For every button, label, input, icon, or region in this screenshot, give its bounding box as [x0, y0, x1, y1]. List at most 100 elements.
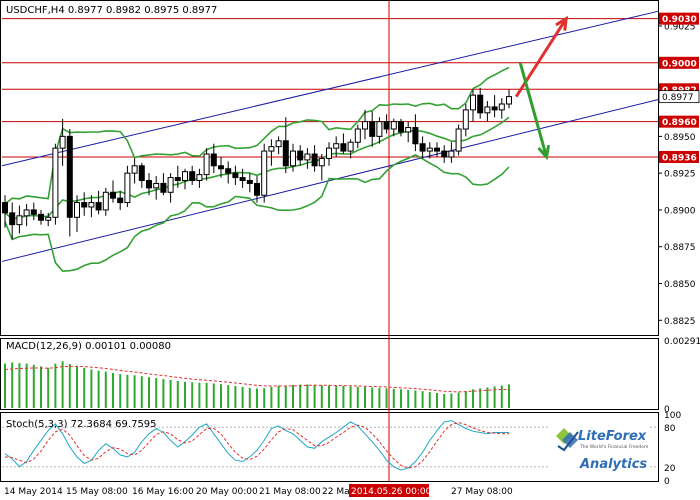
candle-body — [95, 202, 102, 211]
price-tick-label: 0.8925 — [664, 170, 696, 180]
stochastic-chart — [2, 420, 658, 471]
candle-body — [210, 153, 217, 167]
candle-body — [434, 147, 440, 152]
candle-body — [318, 157, 325, 167]
candle-body — [326, 147, 332, 159]
candle-body — [261, 150, 268, 196]
logo-mark-icon — [556, 428, 579, 452]
candle-body — [354, 128, 361, 143]
candle-body — [311, 153, 318, 167]
candle-body — [426, 147, 433, 152]
level-price-label: 0.8936 — [662, 153, 697, 163]
candle-body — [239, 177, 246, 182]
macd-signal-line — [4, 365, 510, 393]
candle-body — [203, 153, 210, 176]
price-tick-label: 0.8875 — [664, 243, 696, 253]
stoch-signal-line — [4, 422, 509, 469]
candle-body — [282, 140, 289, 167]
current-price-label: 0.8977 — [662, 93, 694, 103]
level-price-badge — [659, 56, 699, 69]
time-tick-label: 15 May 08:00 — [66, 487, 128, 497]
candle-body — [254, 182, 260, 196]
candle-body — [52, 147, 59, 218]
time-tick-label: 21 May 08:00 — [259, 487, 321, 497]
candle-body — [412, 127, 419, 145]
main-panel-frame — [0, 0, 659, 336]
candle-body — [38, 213, 44, 221]
trend-channel-line — [1, 10, 659, 167]
candle-body — [275, 140, 282, 148]
candle-body — [290, 150, 296, 167]
candle-body — [9, 212, 16, 226]
candle-body — [462, 109, 469, 130]
candle-body — [66, 135, 73, 218]
candle-body — [470, 94, 476, 111]
level-price-label: 0.9030 — [662, 15, 697, 25]
time-tick-label: 16 May 16:00 — [132, 487, 194, 497]
candle-body — [81, 202, 88, 208]
candle-body — [110, 191, 116, 199]
price-tick-label: 0.8950 — [664, 133, 696, 143]
stoch-tick-label: 20 — [664, 464, 676, 474]
candle-body — [333, 143, 340, 149]
candle-body — [383, 121, 390, 130]
candle-body — [398, 121, 404, 133]
macd-chart — [4, 361, 510, 408]
liteforex-logo: LiteForex The World's Financial Freedom … — [550, 420, 648, 476]
time-tick-label: 14 May 2014 — [4, 487, 63, 497]
logo-tagline: The World's Financial Freedom — [579, 444, 648, 450]
candle-body — [268, 146, 275, 152]
candle-body — [146, 180, 152, 189]
level-price-label: 0.8960 — [662, 118, 697, 128]
candle-body — [484, 106, 491, 114]
candle-body — [390, 121, 397, 130]
stoch-tick-label: 100 — [664, 411, 681, 421]
candle-body — [448, 150, 455, 158]
candle-body — [88, 202, 95, 208]
candle-body — [167, 177, 174, 193]
candle-body — [246, 180, 253, 184]
candle-body — [189, 171, 196, 182]
price-tick-label: 0.8900 — [664, 206, 696, 216]
candle-body — [131, 165, 138, 174]
candle-body — [117, 197, 124, 204]
candle-body — [491, 106, 498, 111]
level-price-badge — [659, 12, 699, 25]
candle-body — [160, 182, 167, 193]
candle-body — [369, 121, 376, 137]
price-tick-label: 0.8825 — [664, 317, 696, 327]
macd-tick-label: 0.00291 — [664, 337, 700, 347]
candle-body — [376, 121, 383, 137]
candle-body — [477, 94, 484, 114]
candle-body — [153, 182, 160, 189]
candle-body — [30, 209, 37, 215]
level-price-badge — [659, 115, 699, 128]
bollinger-upper — [4, 66, 510, 205]
logo-brand: LiteForex — [578, 429, 647, 444]
trend-channel-line — [1, 99, 659, 262]
forecast-arrow-head — [537, 144, 551, 161]
macd-tick-label: 0 — [664, 405, 670, 415]
candle-body — [23, 209, 30, 217]
candle-body — [2, 202, 8, 214]
price-tick-label: 0.8850 — [664, 280, 696, 290]
price-chart — [1, 1, 659, 482]
candle-body — [347, 141, 354, 152]
level-price-label: 0.9000 — [662, 59, 697, 69]
candle-body — [45, 216, 52, 221]
stoch-tick-label: 0 — [664, 477, 670, 487]
candle-body — [196, 174, 203, 182]
candle-body — [405, 127, 412, 133]
stoch-tick-label: 80 — [664, 424, 676, 434]
time-tick-label: 27 May 08:00 — [451, 487, 513, 497]
current-price-badge — [658, 90, 700, 104]
macd-title: MACD(12,26,9) 0.00101 0.00080 — [6, 341, 171, 352]
time-tick-label: 20 May 00:00 — [196, 487, 258, 497]
bollinger-middle — [4, 116, 510, 220]
candle-body — [297, 150, 304, 161]
candle-body — [182, 171, 188, 182]
candle-body — [102, 191, 109, 211]
candle-body — [498, 103, 505, 111]
candle-body — [138, 165, 145, 182]
